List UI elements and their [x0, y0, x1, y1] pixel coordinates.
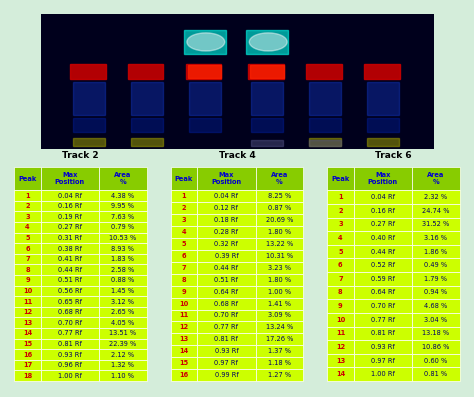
- Bar: [250, 65, 284, 77]
- Bar: [306, 64, 342, 79]
- Text: Track 6: Track 6: [375, 151, 412, 160]
- Bar: [73, 118, 105, 132]
- Bar: [183, 30, 226, 54]
- Bar: [73, 138, 105, 146]
- Bar: [367, 82, 399, 115]
- Bar: [309, 118, 341, 132]
- Bar: [251, 82, 283, 115]
- Bar: [367, 118, 399, 132]
- Bar: [251, 118, 283, 132]
- Bar: [73, 82, 105, 115]
- Text: Track 2: Track 2: [62, 151, 99, 160]
- Bar: [189, 82, 221, 115]
- Bar: [309, 82, 341, 115]
- Bar: [251, 140, 283, 146]
- Bar: [131, 82, 163, 115]
- Ellipse shape: [187, 33, 225, 51]
- Bar: [367, 138, 399, 146]
- Bar: [128, 64, 164, 79]
- Bar: [189, 118, 221, 132]
- Bar: [188, 65, 221, 77]
- Bar: [131, 118, 163, 132]
- Bar: [131, 138, 163, 146]
- Bar: [248, 64, 284, 79]
- Bar: [70, 64, 106, 79]
- Ellipse shape: [249, 33, 287, 51]
- Bar: [364, 64, 400, 79]
- Text: Track 4: Track 4: [219, 151, 255, 160]
- Bar: [186, 64, 221, 79]
- Bar: [246, 30, 288, 54]
- Bar: [309, 140, 341, 146]
- Bar: [309, 138, 341, 146]
